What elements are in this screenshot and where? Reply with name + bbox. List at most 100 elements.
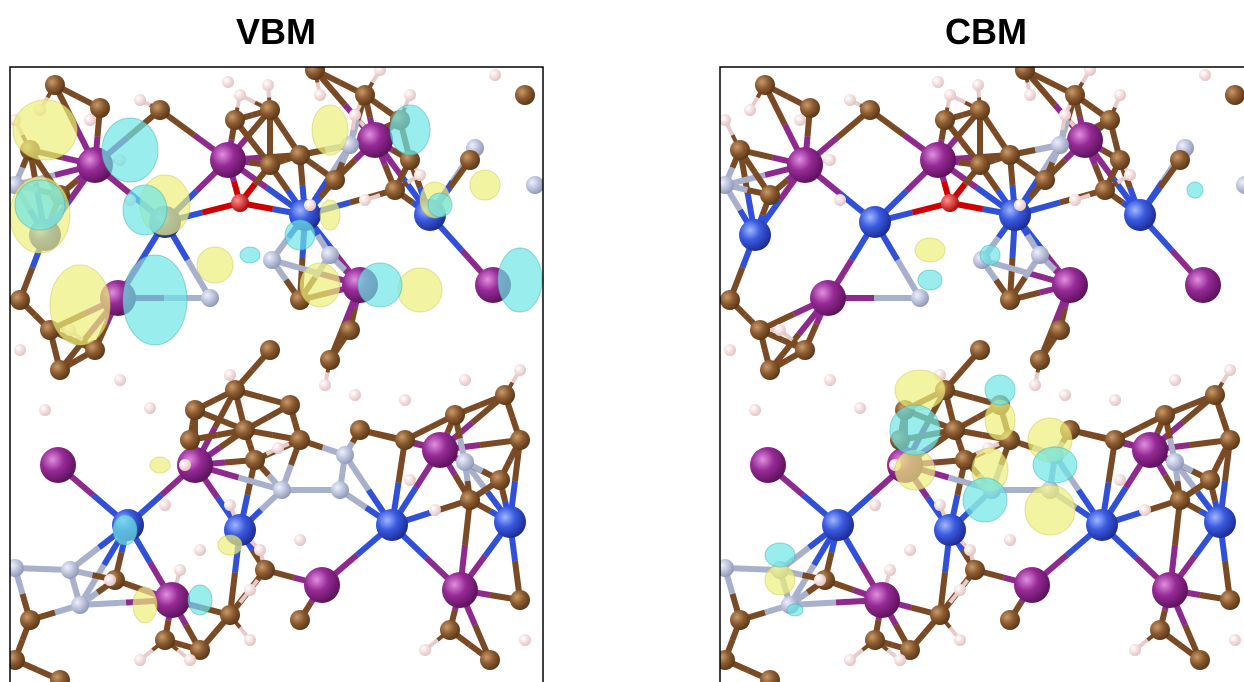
atom	[1199, 69, 1211, 81]
atom	[460, 490, 480, 510]
atom	[385, 180, 405, 200]
atom	[834, 194, 846, 206]
orbital-lobe	[765, 543, 795, 567]
orbital-lobe	[300, 263, 340, 307]
atom	[185, 400, 205, 420]
atom	[934, 499, 946, 511]
structure-panel	[5, 60, 544, 682]
atom	[970, 340, 990, 360]
atom	[749, 404, 761, 416]
orbital-lobe	[15, 180, 65, 230]
atom	[224, 499, 236, 511]
atom	[964, 544, 976, 556]
atom	[1029, 379, 1041, 391]
atom	[399, 394, 411, 406]
atom	[225, 380, 245, 400]
atom	[1236, 176, 1244, 194]
atom	[716, 176, 734, 194]
atom	[760, 670, 780, 682]
orbital-lobe	[890, 405, 940, 455]
atom	[719, 114, 731, 126]
atom	[935, 110, 955, 130]
atom	[174, 564, 186, 576]
atom	[304, 199, 316, 211]
atom	[1225, 85, 1244, 105]
atom	[1190, 650, 1210, 670]
atom	[5, 650, 25, 670]
atom	[720, 290, 740, 310]
atom	[1129, 644, 1141, 656]
atom	[1204, 506, 1236, 538]
atom	[349, 389, 361, 401]
atom	[1086, 509, 1118, 541]
atom	[945, 420, 965, 440]
orbital-lobe	[240, 247, 260, 263]
atom	[262, 79, 274, 91]
orbital-lobe	[13, 100, 77, 160]
atom	[376, 509, 408, 541]
orbital-lobe	[188, 585, 212, 615]
atom	[1024, 89, 1036, 101]
atom	[972, 79, 984, 91]
atom	[1105, 430, 1125, 450]
orbital-lobe	[312, 105, 348, 155]
orbital-lobe	[113, 515, 137, 545]
orbital-lobe	[285, 220, 315, 250]
atom	[357, 122, 393, 158]
atom	[1166, 453, 1184, 471]
atom	[201, 289, 219, 307]
orbital-lobe	[918, 270, 942, 290]
atom	[6, 559, 24, 577]
atom	[519, 634, 531, 646]
orbital-lobe	[787, 604, 803, 616]
atom	[10, 290, 30, 310]
page: VBM CBM (() => { const data = JSON.parse…	[0, 0, 1244, 682]
atom	[290, 145, 310, 165]
atom	[104, 574, 116, 586]
atom	[84, 114, 96, 126]
panel-title: VBM	[236, 11, 316, 52]
atom	[280, 395, 300, 415]
atom	[422, 432, 458, 468]
orbital-lobe	[102, 118, 158, 182]
atom	[1030, 350, 1050, 370]
atom	[1155, 405, 1175, 425]
atom	[45, 75, 65, 95]
atom	[894, 654, 906, 666]
orbital-lobe	[150, 457, 170, 473]
atom	[155, 630, 175, 650]
atom	[1100, 110, 1120, 130]
atom	[1014, 567, 1050, 603]
atom	[1124, 199, 1156, 231]
atom	[795, 340, 815, 360]
atom	[932, 76, 944, 88]
atom	[260, 340, 280, 360]
atom	[304, 567, 340, 603]
atom	[340, 320, 360, 340]
atom	[220, 605, 240, 625]
orbital-lobe	[320, 200, 340, 230]
atom	[273, 481, 291, 499]
atom	[225, 110, 245, 130]
atom	[904, 544, 916, 556]
atom	[730, 140, 750, 160]
atom	[404, 89, 416, 101]
atom	[954, 584, 966, 596]
atom	[844, 94, 856, 106]
atom	[231, 194, 249, 212]
orbital-lobe	[50, 265, 110, 345]
atom	[210, 142, 246, 178]
orbital-lobe	[428, 193, 452, 217]
atom	[260, 100, 280, 120]
atom	[404, 474, 416, 486]
atom	[14, 344, 26, 356]
atom	[490, 470, 510, 490]
atom	[1150, 620, 1170, 640]
orbital-lobe	[895, 370, 945, 410]
atom	[1139, 504, 1151, 516]
atom	[134, 94, 146, 106]
atom	[350, 420, 370, 440]
atom	[459, 374, 471, 386]
atom	[320, 350, 340, 370]
atom	[1205, 385, 1225, 405]
